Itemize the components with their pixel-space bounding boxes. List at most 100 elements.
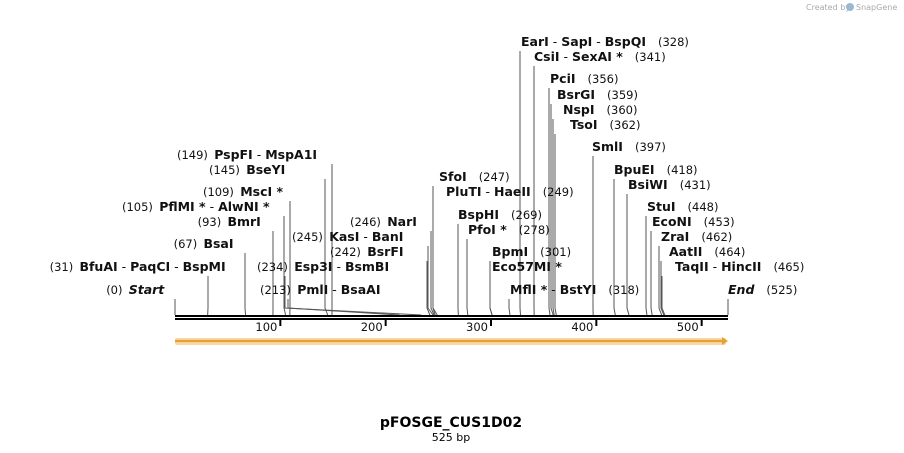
site-lead-line (432, 201, 438, 316)
site-position: (149) (177, 148, 208, 162)
enzyme-name: PmlI (297, 282, 328, 297)
site-label[interactable]: (149) PspFI - MspA1I (177, 147, 317, 162)
site-label[interactable]: (109) MscI * (203, 184, 283, 199)
credit-brand: SnapGene (856, 3, 897, 12)
site-separator: - (118, 259, 130, 274)
site-position: (234) (257, 260, 288, 274)
enzyme-name: PfoI * (468, 222, 507, 237)
site-lead-line (661, 276, 666, 316)
site-label[interactable]: (145) BseYI (209, 162, 285, 177)
site-label[interactable]: AatII (464) (669, 244, 745, 259)
ruler-tick-label: 100 (255, 320, 277, 334)
site-lead-line (660, 261, 665, 316)
site-separator: - (549, 34, 561, 49)
site-position: (67) (174, 237, 198, 251)
site-separator: - (560, 49, 572, 64)
site-label[interactable]: (105) PflMI * - AlwNI * (122, 199, 270, 214)
enzyme-name: BspHI (458, 207, 499, 222)
site-position: (465) (773, 260, 804, 274)
enzyme-name: SmlI (592, 139, 623, 154)
site-position: (245) (292, 230, 323, 244)
site-label[interactable]: (246) NarI (350, 214, 417, 229)
enzyme-name: BanI (372, 229, 404, 244)
enzyme-name: MspA1I (265, 147, 317, 162)
snapgene-credit[interactable]: Created by SnapGene (806, 3, 897, 12)
site-position: (328) (658, 35, 689, 49)
site-label[interactable]: BsrGI (359) (557, 87, 638, 102)
enzyme-name: AlwNI * (218, 199, 270, 214)
site-label[interactable]: BpmI (301) (492, 244, 571, 259)
site-position: (462) (701, 230, 732, 244)
enzyme-name: TaqII (675, 259, 709, 274)
site-labels: (0) Start (31) BfuAI - PaqCI - BspMI (67) … (50, 34, 805, 297)
enzyme-name: SfoI (439, 169, 467, 184)
site-position: (359) (607, 88, 638, 102)
site-position: (418) (667, 163, 698, 177)
site-position: (249) (543, 185, 574, 199)
enzyme-name: PciI (550, 71, 576, 86)
site-label[interactable]: (242) BsrFI (330, 244, 404, 259)
site-label[interactable]: BsiWI (431) (628, 177, 711, 192)
site-lead-line (324, 179, 329, 316)
site-label[interactable]: BpuEI (418) (614, 162, 698, 177)
enzyme-name: BsaI (203, 236, 233, 251)
site-label[interactable]: SfoI (247) (439, 169, 510, 184)
site-label[interactable]: Eco57MI * (492, 259, 562, 274)
feature-arrow[interactable] (175, 337, 728, 345)
site-separator: - (253, 147, 265, 162)
enzyme-name: PflMI * (159, 199, 206, 214)
site-label[interactable]: End (525) (728, 282, 797, 297)
ruler-tick-label: 400 (571, 320, 593, 334)
site-lead-line (554, 134, 557, 316)
site-label[interactable]: PluTI - HaeII (249) (446, 184, 574, 199)
site-label[interactable]: StuI (448) (647, 199, 718, 214)
site-label[interactable]: (245) KasI - BanI (292, 229, 403, 244)
backbone (175, 315, 728, 320)
site-label[interactable]: EarI - SapI - BspQI (328) (521, 34, 689, 49)
site-label[interactable]: SmlI (397) (592, 139, 666, 154)
site-label[interactable]: ZraI (462) (661, 229, 732, 244)
site-label[interactable]: (0) Start (106, 282, 165, 297)
site-label[interactable]: PciI (356) (550, 71, 618, 86)
site-position: (145) (209, 163, 240, 177)
site-position: (356) (588, 72, 619, 86)
enzyme-name: ZraI (661, 229, 689, 244)
site-position: (269) (511, 208, 542, 222)
enzyme-name: Esp3I (294, 259, 332, 274)
site-lead-line (613, 179, 616, 316)
enzyme-name: BsaAI (341, 282, 381, 297)
site-separator: - (328, 282, 340, 297)
site-lead-line (283, 216, 287, 316)
site-position: (242) (330, 245, 361, 259)
site-lead-line (645, 216, 648, 316)
enzyme-name: BsrFI (367, 244, 403, 259)
site-position: (278) (519, 223, 550, 237)
site-label[interactable]: (93) BmrI (198, 214, 261, 229)
site-label[interactable]: CsiI - SexAI * (341) (534, 49, 666, 64)
site-label[interactable]: PfoI * (278) (468, 222, 550, 237)
site-label[interactable]: TsoI (362) (570, 117, 640, 132)
enzyme-name: BseYI (246, 162, 285, 177)
site-label[interactable]: (213) PmlI - BsaAI (260, 282, 381, 297)
site-label[interactable]: BspHI (269) (458, 207, 542, 222)
feature-arrow-head (722, 337, 728, 345)
enzyme-name: Eco57MI * (492, 259, 562, 274)
site-label[interactable]: MflI * - BstYI (318) (510, 282, 639, 297)
site-separator: - (592, 34, 604, 49)
enzyme-name: NspI (563, 102, 595, 117)
site-label[interactable]: (67) BsaI (174, 236, 234, 251)
site-position: (525) (766, 283, 797, 297)
enzyme-name: BpmI (492, 244, 528, 259)
enzyme-name: NarI (387, 214, 417, 229)
enzyme-name: End (728, 282, 755, 297)
site-label[interactable]: (31) BfuAI - PaqCI - BspMI (50, 259, 226, 274)
site-label[interactable]: NspI (360) (563, 102, 637, 117)
site-label[interactable]: TaqII - HincII (465) (675, 259, 804, 274)
site-position: (93) (198, 215, 222, 229)
enzyme-name: StuI (647, 199, 676, 214)
site-label[interactable]: EcoNI (453) (652, 214, 735, 229)
site-lead-line (284, 276, 422, 316)
site-lead-lines (174, 51, 729, 316)
site-separator: - (359, 229, 371, 244)
site-label[interactable]: (234) Esp3I - BsmBI (257, 259, 389, 274)
